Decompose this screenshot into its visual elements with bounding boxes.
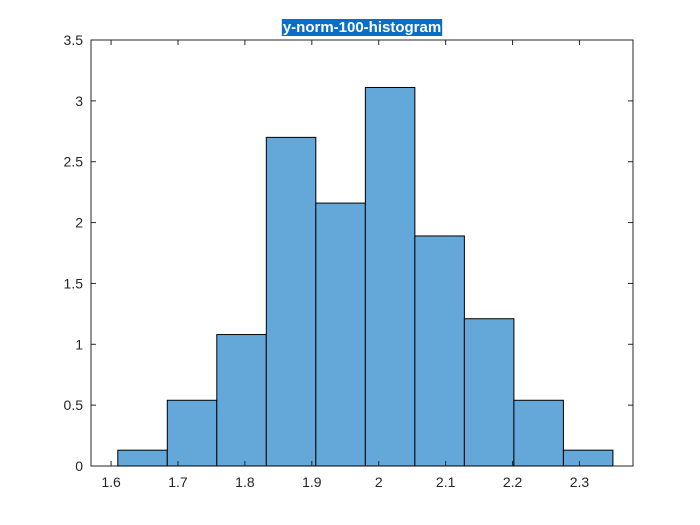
y-tick-label: 1.5 (64, 275, 84, 291)
y-tick-label: 2 (75, 215, 83, 231)
x-tick-label: 1.6 (101, 474, 121, 490)
title-highlight (281, 19, 443, 36)
histogram-bar (562, 449, 614, 467)
histogram-bar (463, 318, 515, 467)
histogram-bar (265, 136, 317, 467)
x-tick-label: 2 (375, 474, 383, 490)
histogram-bar (364, 86, 416, 467)
histogram-bar (216, 334, 267, 467)
x-tick-label: 2.2 (503, 474, 523, 490)
x-tick-label: 1.8 (235, 474, 255, 490)
y-tick-label: 2.5 (64, 154, 84, 170)
histogram-bar (117, 449, 168, 467)
x-tick-label: 1.7 (168, 474, 188, 490)
ticks-group: 1.6 1.7 1.8 1.9 2 2.1 2.2 2.3 0 0.5 1 1.5 2 2.5 3 3.5 (64, 32, 633, 490)
x-tick-label: 1.9 (302, 474, 322, 490)
histogram-bar (414, 235, 465, 467)
histogram-bar (513, 399, 564, 467)
histogram-bar (166, 399, 218, 467)
y-tick-label: 1 (75, 336, 83, 352)
x-tick-label: 2.3 (570, 474, 590, 490)
y-tick-label: 0.5 (64, 397, 84, 413)
title-group: y-norm-100-histogram (281, 19, 443, 36)
x-tick-label: 2.1 (436, 474, 456, 490)
histogram-bar (315, 202, 366, 467)
chart-title: y-norm-100-histogram (283, 19, 441, 36)
y-tick-label: 3.5 (64, 32, 84, 48)
y-tick-label: 3 (75, 93, 83, 109)
bars-group (117, 86, 614, 467)
y-tick-label: 0 (75, 458, 83, 474)
